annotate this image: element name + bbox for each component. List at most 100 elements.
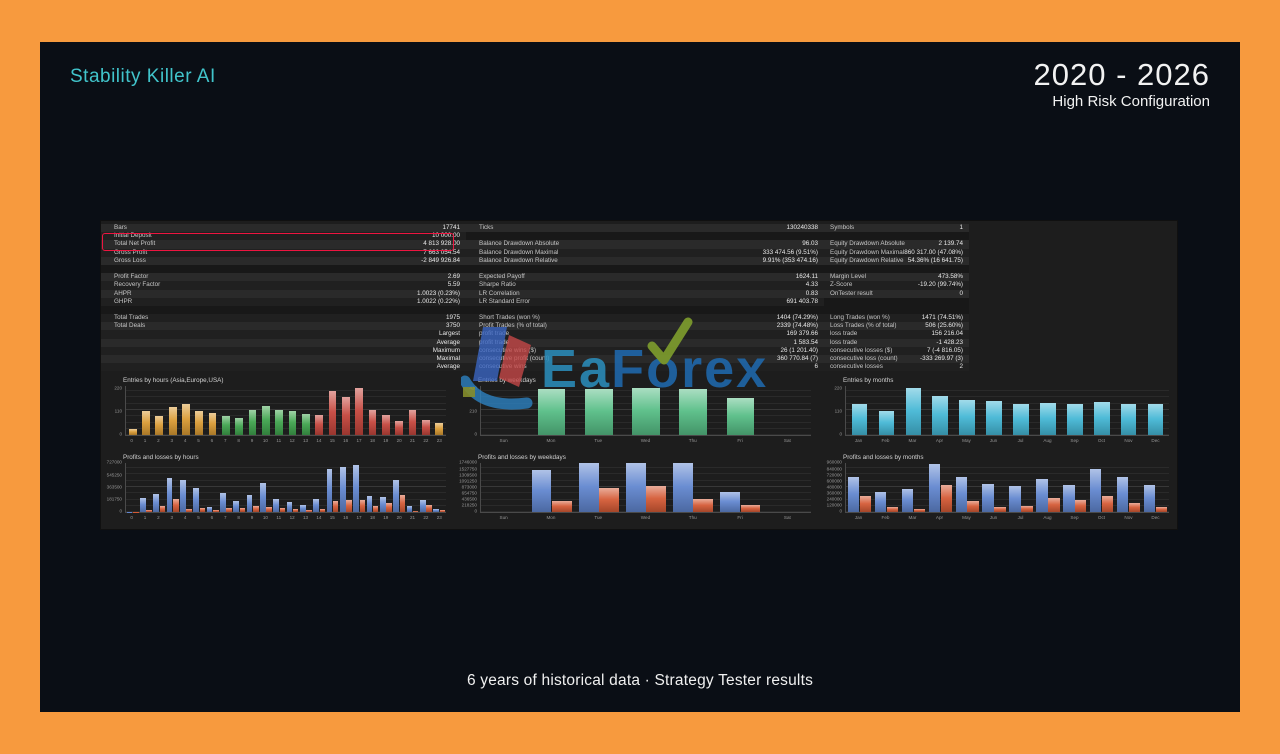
x-tick-label: 18 [369,514,375,520]
x-tick-label: Jul [1017,514,1024,520]
x-tick-label: 11 [276,437,282,443]
bar [182,404,190,435]
bar [585,388,613,435]
stat-row: consecutive losses ($) 7 (-4 816.05) [824,346,970,355]
bar-profit [419,500,426,512]
x-tick-label: Mon [546,514,556,520]
x-tick-label: 13 [303,437,309,443]
y-tick-label: 420 [469,384,477,390]
bar-loss [372,506,379,512]
bar-slot [273,463,286,512]
stat-label: Long Trades (won %) [830,314,890,322]
stat-row: LR Standard Error 691 403.78 [466,297,824,306]
bar-slot [406,386,419,435]
x-tick-label: Wed [640,514,651,520]
stat-label: Equity Drawdown Maximal [830,248,905,256]
stat-label: Balance Drawdown Absolute [479,240,560,248]
bar [302,414,310,435]
bar-profit [531,469,552,512]
header-right: 2020 - 2026 High Risk Configuration [1034,57,1210,110]
x-tick-label: 11 [276,514,282,520]
x-tick-label: 7 [224,437,227,443]
stat-value: Maximum [432,346,460,354]
stat-label: Symbols [830,224,855,231]
bar-profit [233,500,239,512]
y-axis: 220 110 0 [109,385,124,436]
bar-profit [625,463,646,512]
bar-profit [1063,484,1075,512]
chart-title: Profits and losses by weekdays [478,454,566,461]
bar-loss [159,505,166,512]
x-tick-label: 9 [250,437,254,443]
stat-label: consecutive loss (count) [830,355,898,362]
bar-profit [273,498,279,512]
bar-slot [299,463,312,512]
stat-row: Average [101,338,466,347]
stat-value: 2 139.74 [938,240,964,248]
bar-slot [366,386,379,435]
x-tick-label: 0 [130,437,133,443]
stat-value: 1.0023 (0.23%) [416,289,460,297]
bar [632,388,660,435]
slide-panel: Stability Killer AI 2020 - 2026 High Ris… [40,42,1240,712]
bar [1067,404,1083,435]
bar-slot [846,386,873,435]
x-tick-label: Fri [737,437,743,443]
x-tick-label: Thu [688,514,697,520]
bar-slot [873,386,900,435]
y-tick-label: 0 [119,508,122,514]
stat-label: LR Standard Error [479,297,531,305]
bar [315,414,324,435]
bar-loss [412,511,419,512]
stat-value: -1 428.23 [936,338,964,346]
x-tick-label: 19 [383,514,389,520]
bar-slot [393,463,406,512]
stat-label: Total Net Profit [114,240,156,248]
bars [126,463,446,512]
bar [355,388,364,435]
x-tick-label: Thu [688,437,697,443]
bar [342,396,350,435]
stat-row: Long Trades (won %) 1471 (74.51%) [824,314,970,323]
stat-value: 3750 [445,322,460,330]
stat-spacer-row [824,264,970,274]
bar-profit [206,506,213,512]
bar-loss [346,500,352,512]
stat-row: Recovery Factor 5.59 [101,281,466,290]
bar [435,423,444,435]
stat-row: Expected Payoff 1624.11 [466,273,824,282]
bar-slot [139,463,152,512]
stat-value: 96.03 [802,240,818,248]
bar-slot [233,463,246,512]
bar-slot [406,463,419,512]
bar [142,410,150,435]
bar-slot [326,463,339,512]
bar-slot [393,386,406,435]
x-tick-label: 12 [289,514,295,520]
bar-slot [433,386,446,435]
stat-value: 130240338 [786,224,818,231]
x-tick-label: Feb [881,437,890,443]
y-axis: 960000 840000 720000 600000 480000 360000 2400… [827,460,844,513]
y-axis: 727000 545250 363500 181750 0 [107,460,124,514]
bar-profit [153,494,160,512]
stat-row: Maximum [101,346,466,355]
stat-value: 169 379.66 [786,330,818,338]
x-tick-label: Sep [1070,514,1079,520]
bar-slot [481,463,528,512]
stat-label: Equity Drawdown Relative [830,256,904,264]
bar-slot [927,386,954,435]
bar-loss [426,504,432,512]
bar-slot [900,386,927,435]
bar-loss [1128,503,1141,512]
bar [538,389,566,435]
x-tick-label: Tue [594,437,603,443]
stat-row: Total Net Profit 4 813 928.00 [101,240,466,249]
x-tick-label: Sep [1070,437,1079,443]
x-tick-label: 1 [143,437,147,443]
stat-value: Average [436,363,460,371]
x-tick-label: 7 [224,514,227,520]
bar [422,420,430,435]
bar-profit [246,495,253,512]
y-tick-label: 1091250 [459,478,477,484]
